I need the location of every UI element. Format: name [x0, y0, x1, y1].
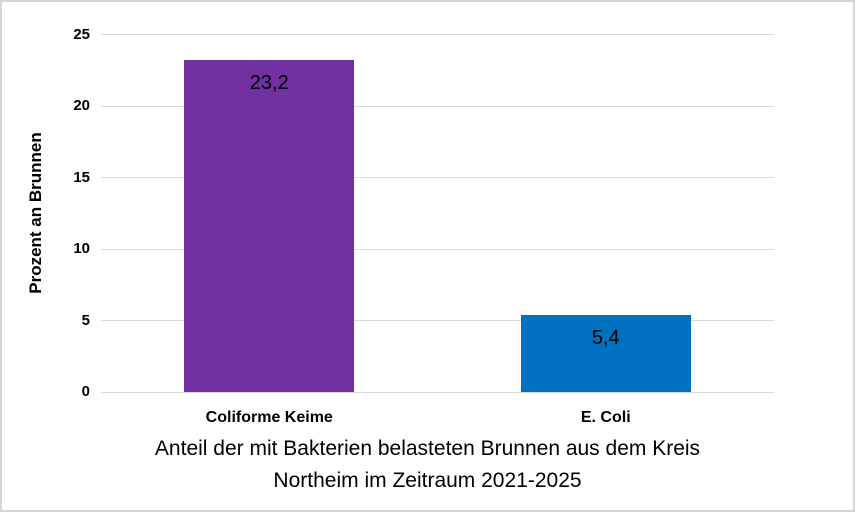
- y-tick-label: 5: [81, 311, 90, 329]
- gridline: [101, 177, 774, 178]
- category-label: Coliforme Keime: [205, 409, 333, 426]
- y-tick-label: 10: [73, 240, 90, 257]
- bar-1: [520, 314, 691, 392]
- gridline: [101, 34, 774, 35]
- bar-0: [184, 60, 355, 392]
- chart-title-line: Northeim im Zeitraum 2021-2025: [273, 469, 582, 492]
- y-tick-label: 15: [73, 168, 90, 186]
- gridline: [101, 105, 774, 107]
- chart-title-line: Anteil der mit Bakterien belasteten Brun…: [154, 437, 701, 460]
- gridline: [101, 248, 774, 250]
- y-tick-label: 25: [73, 25, 90, 43]
- chart-title: Anteil der mit Bakterien belasteten Brun…: [2, 433, 853, 497]
- y-tick-label: 20: [73, 97, 90, 114]
- y-tick-label: 0: [81, 383, 90, 400]
- gridline: [101, 391, 774, 393]
- category-label: E. Coli: [580, 409, 631, 426]
- bar-value-label: 23,2: [249, 72, 289, 95]
- bar-value-label: 5,4: [591, 326, 620, 349]
- gridline: [101, 320, 774, 321]
